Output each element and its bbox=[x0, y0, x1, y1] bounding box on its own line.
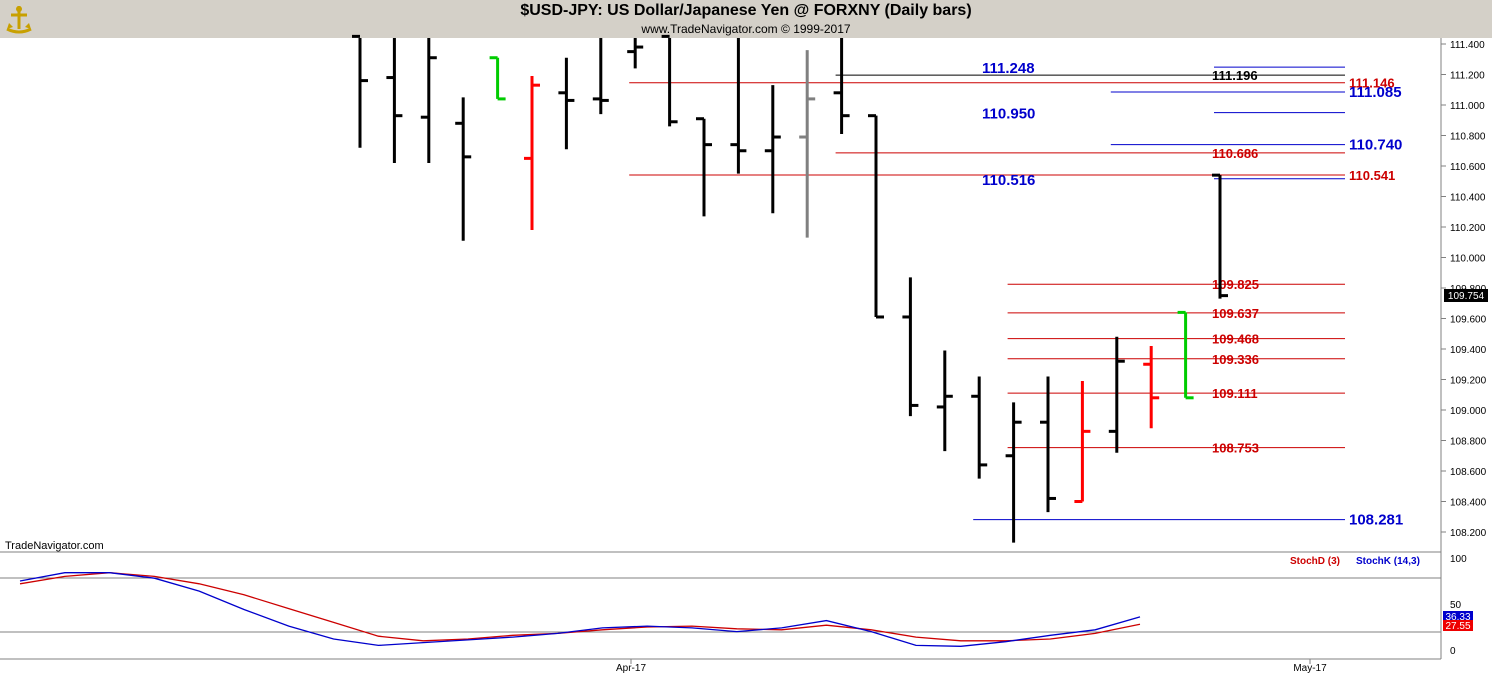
stochd-line bbox=[19, 572, 1141, 642]
osc-tick-100: 100 bbox=[1450, 554, 1467, 565]
y-tick-label-111.000: 111.000 bbox=[1450, 101, 1485, 112]
y-tick-label-111.400: 111.400 bbox=[1450, 40, 1485, 51]
x-axis: Apr-17 May-17 bbox=[616, 659, 1327, 674]
stochk-line bbox=[19, 572, 1141, 647]
chart-title: $USD-JPY: US Dollar/Japanese Yen @ FORXN… bbox=[520, 2, 972, 19]
y-tick-label-110.600: 110.600 bbox=[1450, 162, 1486, 173]
y-tick-label-109.200: 109.200 bbox=[1450, 376, 1487, 387]
level-label-110.686: 110.686 bbox=[1212, 146, 1258, 161]
y-tick-label-110.000: 110.000 bbox=[1450, 254, 1486, 265]
y-axis: 111.400 111.200 111.000 110.800 110.600 110.4… bbox=[1441, 40, 1487, 539]
level-label-111.248: 111.248 bbox=[982, 60, 1035, 77]
chart-header bbox=[0, 0, 1492, 38]
y-tick-label-109.000: 109.000 bbox=[1450, 406, 1487, 417]
level-label-110.541: 110.541 bbox=[1349, 168, 1395, 183]
bars-layer bbox=[352, 34, 1228, 543]
osc-d-value-box bbox=[1443, 620, 1473, 631]
level-label-109.637: 109.637 bbox=[1212, 306, 1259, 321]
last-price-box bbox=[1444, 289, 1488, 302]
level-label-109.111: 109.111 bbox=[1212, 386, 1258, 401]
level-label-109.468: 109.468 bbox=[1212, 332, 1259, 347]
level-label-111.196: 111.196 bbox=[1212, 68, 1258, 83]
chart-subtitle: www.TradeNavigator.com © 1999-2017 bbox=[641, 22, 851, 36]
osc-k-value-label: 36.33 bbox=[1445, 612, 1470, 623]
y-tick-label-111.200: 111.200 bbox=[1450, 71, 1485, 82]
y-tick-label-108.200: 108.200 bbox=[1450, 528, 1487, 539]
osc-k-value-box bbox=[1443, 611, 1473, 622]
watermark-text: TradeNavigator.com bbox=[5, 540, 104, 552]
level-label-108.281: 108.281 bbox=[1349, 512, 1403, 529]
y-tick-label-108.400: 108.400 bbox=[1450, 498, 1487, 509]
last-price-label: 109.754 bbox=[1448, 291, 1485, 302]
osc-tick-50: 50 bbox=[1450, 600, 1462, 611]
x-tick-label-May-17: May-17 bbox=[1293, 663, 1327, 674]
y-tick-label-108.800: 108.800 bbox=[1450, 437, 1487, 448]
level-label-109.825: 109.825 bbox=[1212, 277, 1259, 292]
level-label-108.753: 108.753 bbox=[1212, 441, 1259, 456]
y-tick-label-108.600: 108.600 bbox=[1450, 467, 1487, 478]
osc-tick-0: 0 bbox=[1450, 646, 1456, 657]
y-tick-label-109.600: 109.600 bbox=[1450, 315, 1487, 326]
level-label-111.146: 111.146 bbox=[1349, 76, 1395, 91]
level-label-109.336: 109.336 bbox=[1212, 352, 1259, 367]
level-label-111.085: 111.085 bbox=[1349, 84, 1402, 101]
y-tick-label-109.400: 109.400 bbox=[1450, 345, 1487, 356]
osc-d-value-label: 27.55 bbox=[1445, 621, 1470, 632]
y-tick-label-110.800: 110.800 bbox=[1450, 132, 1486, 143]
y-tick-label-110.200: 110.200 bbox=[1450, 223, 1486, 234]
osc-legend-stochd: StochD (3) bbox=[1290, 556, 1340, 567]
level-label-110.740: 110.740 bbox=[1349, 137, 1402, 154]
level-label-110.950: 110.950 bbox=[982, 106, 1035, 123]
osc-legend-stochk: StochK (14,3) bbox=[1356, 556, 1420, 567]
x-tick-label-Apr-17: Apr-17 bbox=[616, 663, 646, 674]
trade-navigator-logo-icon bbox=[6, 6, 32, 34]
oscillator-panel bbox=[19, 572, 1141, 647]
y-tick-label-110.400: 110.400 bbox=[1450, 193, 1486, 204]
level-label-110.516: 110.516 bbox=[982, 172, 1035, 189]
